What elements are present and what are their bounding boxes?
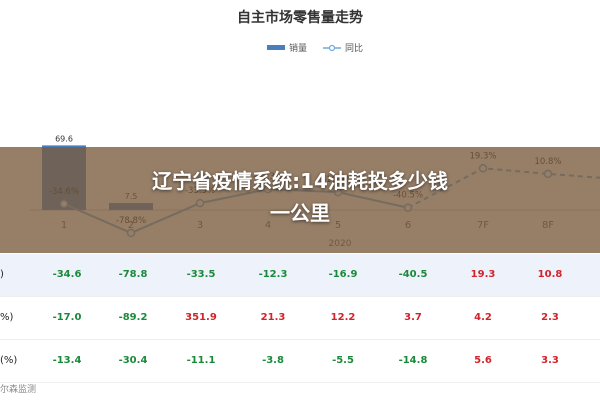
legend-swatch-marker bbox=[328, 44, 336, 52]
table-cell: -30.4 bbox=[118, 355, 148, 366]
overlay-title-line1: 辽宁省疫情系统:14油耗投多少钱 bbox=[152, 169, 448, 193]
legend: 销量 同比 bbox=[267, 42, 363, 54]
chart-title: 自主市场零售量走势 bbox=[237, 9, 363, 26]
bar-value-label: 69.6 bbox=[55, 134, 73, 143]
table-cell: 10.8 bbox=[537, 269, 563, 280]
legend-label-bar: 销量 bbox=[289, 42, 307, 54]
table-cell: -34.6 bbox=[52, 269, 82, 280]
table-cell: 2.3 bbox=[541, 312, 559, 323]
legend-swatch-bar bbox=[267, 45, 285, 50]
row-label: (%) bbox=[0, 355, 18, 366]
table-cell: 4.2 bbox=[474, 312, 492, 323]
source-label: 尔森监测 bbox=[0, 385, 37, 395]
table-cell: 19.3 bbox=[470, 269, 496, 280]
table-cell: -16.9 bbox=[328, 269, 358, 280]
row-label: ) bbox=[0, 269, 4, 280]
table-cell: -33.5 bbox=[186, 269, 216, 280]
title-overlay-band bbox=[0, 147, 600, 253]
table-cell: -89.2 bbox=[118, 312, 148, 323]
row-label: %) bbox=[0, 312, 14, 323]
table-cell: 21.3 bbox=[260, 312, 286, 323]
table-cell: -14.8 bbox=[398, 355, 428, 366]
table-cell: -13.4 bbox=[52, 355, 82, 366]
table-cell: -40.5 bbox=[398, 269, 428, 280]
table-cell: 12.2 bbox=[330, 312, 356, 323]
table-cell: -11.1 bbox=[186, 355, 216, 366]
table-cell: -3.8 bbox=[262, 355, 284, 366]
data-table: ) -34.6 -78.8 -33.5 -12.3 -16.9 -40.5 19.3 10.8%… bbox=[0, 254, 600, 383]
table-cell: -5.5 bbox=[332, 355, 354, 366]
table-cell: 5.6 bbox=[474, 355, 492, 366]
table-cell: -17.0 bbox=[52, 312, 82, 323]
table-cell: 351.9 bbox=[185, 312, 217, 323]
overlay-title-line2: 一公里 bbox=[270, 201, 330, 225]
table-cell: -78.8 bbox=[118, 269, 148, 280]
table-cell: 3.3 bbox=[541, 355, 559, 366]
overlay-title: 辽宁省疫情系统:14油耗投多少钱 一公里 bbox=[0, 165, 600, 229]
table-row: ) -34.6 -78.8 -33.5 -12.3 -16.9 -40.5 19.3 10.8 bbox=[0, 254, 600, 297]
table-row: %) -17.0 -89.2 351.9 21.3 12.2 3.7 4.2 2.3 bbox=[0, 297, 600, 340]
legend-label-line: 同比 bbox=[345, 42, 363, 54]
table-cell: 3.7 bbox=[404, 312, 422, 323]
table-cell: -12.3 bbox=[258, 269, 288, 280]
table-row: (%) -13.4 -30.4 -11.1 -3.8 -5.5 -14.8 5.6 3.3 bbox=[0, 340, 600, 383]
